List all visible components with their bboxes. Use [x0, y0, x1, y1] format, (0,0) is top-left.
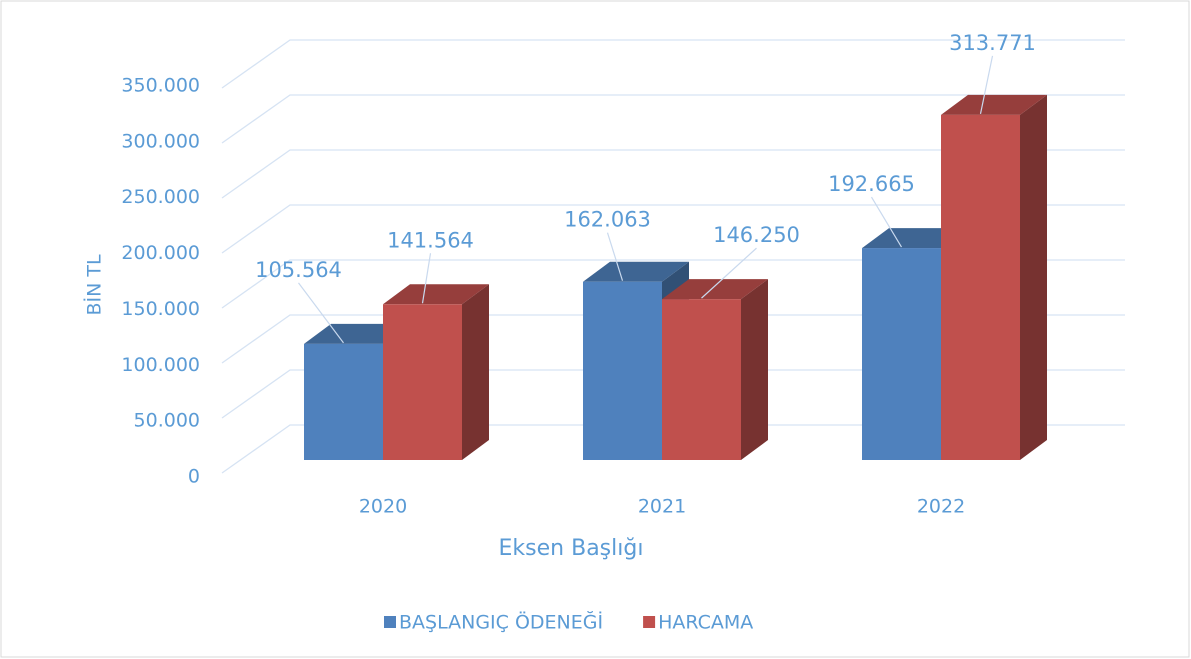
- bar-top: [941, 94, 1047, 115]
- bar-front: [862, 248, 941, 460]
- bar-front: [583, 281, 662, 460]
- bar: [383, 284, 489, 460]
- grid-line: [221, 39, 1125, 89]
- bar-front: [383, 304, 462, 460]
- bar-front: [941, 114, 1020, 460]
- legend-label: BAŞLANGIÇ ÖDENEĞİ: [399, 610, 603, 634]
- grid-line: [221, 204, 1125, 254]
- data-label: 141.564: [387, 228, 474, 252]
- data-label: 105.564: [255, 258, 342, 282]
- data-label: 192.665: [828, 172, 915, 196]
- grid-line: [221, 149, 1125, 199]
- bar-side: [462, 284, 489, 460]
- grid-line: [221, 424, 1125, 474]
- data-label: 313.771: [949, 31, 1036, 55]
- bar-top: [383, 284, 489, 305]
- grid-line: [221, 314, 1125, 364]
- x-tick-label: 2022: [917, 496, 965, 518]
- bar: [662, 279, 768, 460]
- x-tick-label: 2021: [638, 496, 686, 518]
- bar-top: [583, 261, 689, 282]
- y-tick-label: 0: [188, 466, 200, 488]
- y-tick-label: 150.000: [121, 298, 200, 320]
- y-tick-label: 50.000: [134, 410, 200, 432]
- legend-swatch: [384, 616, 396, 628]
- leader-line: [421, 253, 432, 304]
- y-tick-label: 100.000: [121, 354, 200, 376]
- data-label: 146.250: [713, 223, 800, 247]
- y-tick-label: 250.000: [121, 186, 200, 208]
- leader-line: [701, 247, 757, 299]
- x-axis-title: Eksen Başlığı: [499, 536, 644, 561]
- grid-line: [221, 94, 1125, 144]
- leader-line: [298, 282, 344, 344]
- legend-label: HARCAMA: [658, 612, 753, 634]
- grid-line: [221, 369, 1125, 419]
- y-tick-label: 200.000: [121, 242, 200, 264]
- bar-front: [662, 299, 741, 460]
- legend-swatch: [643, 616, 656, 628]
- bar: [941, 94, 1047, 460]
- bar-side: [1020, 94, 1047, 460]
- leader-line: [606, 232, 624, 281]
- y-tick-label: 350.000: [121, 75, 200, 97]
- leader-line: [870, 196, 903, 248]
- leader-line: [979, 55, 994, 114]
- bar-top: [662, 279, 768, 300]
- y-axis-title: BİN TL: [83, 254, 106, 315]
- x-tick-label: 2020: [359, 496, 407, 518]
- bar-side: [741, 279, 768, 460]
- grid-line: [221, 259, 1125, 309]
- bar-front: [304, 343, 383, 460]
- data-label: 162.063: [564, 208, 651, 232]
- y-tick-label: 300.000: [121, 130, 200, 152]
